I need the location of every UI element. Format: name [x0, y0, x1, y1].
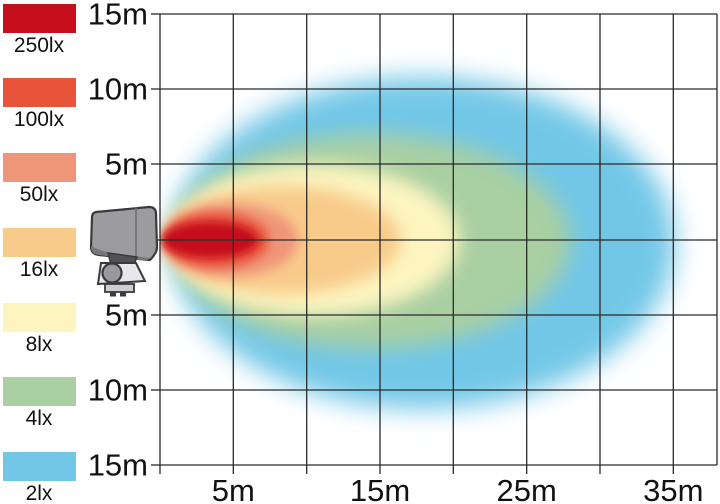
legend-label-16lx: 16lx: [19, 258, 59, 281]
x-tick-label: 15m: [350, 473, 410, 504]
legend-swatch-50lx: [3, 153, 76, 182]
x-tick-label: 5m: [212, 473, 255, 504]
legend-swatch-100lx: [3, 78, 76, 107]
legend-label-250lx: 250lx: [13, 34, 65, 57]
legend-swatch-16lx: [3, 228, 76, 257]
y-tick-label: 10m: [88, 373, 148, 408]
y-tick-label: 15m: [88, 448, 148, 483]
legend-label-50lx: 50lx: [19, 183, 59, 206]
x-axis-labels: 5m 15m 25m 35m: [212, 473, 704, 504]
grid-lines: [159, 13, 718, 466]
y-tick-label: 15m: [88, 0, 148, 32]
legend-swatch-250lx: [3, 4, 76, 33]
legend-swatch-4lx: [3, 377, 76, 406]
y-tick-label: 5m: [105, 147, 148, 182]
y-axis-labels: 15m 10m 5m 5m 10m 15m: [88, 0, 148, 483]
x-tick-label: 25m: [497, 473, 557, 504]
y-tick-label: 5m: [105, 298, 148, 333]
legend-label-4lx: 4lx: [25, 407, 53, 430]
legend-swatch-8lx: [3, 303, 76, 332]
x-tick-label: 35m: [643, 473, 703, 504]
beam-regions: [162, 77, 675, 409]
legend-label-2lx: 2lx: [25, 482, 53, 504]
legend-swatch-2lx: [3, 452, 76, 481]
legend-label-8lx: 8lx: [25, 333, 53, 356]
y-tick-label: 10m: [88, 72, 148, 107]
legend-label-100lx: 100lx: [13, 108, 65, 131]
work-lamp-icon: [89, 205, 159, 297]
